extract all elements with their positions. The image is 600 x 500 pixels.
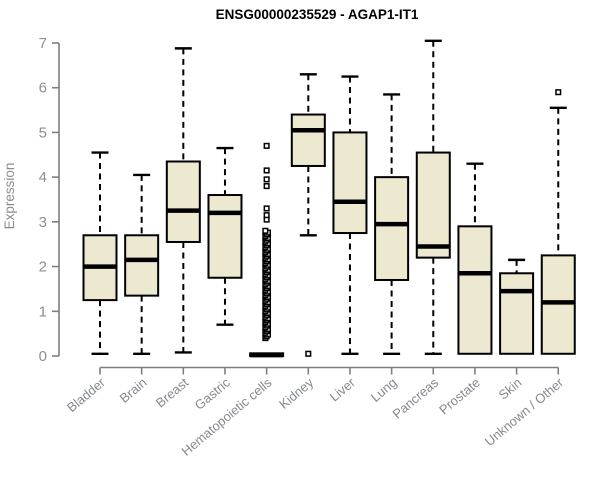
y-tick-label: 2 xyxy=(39,259,47,276)
box-breast xyxy=(165,160,201,243)
y-tick-label: 4 xyxy=(39,169,47,186)
x-tick-label: Pancreas xyxy=(389,374,441,421)
box-skin xyxy=(499,272,535,355)
outlier-point-unknown-other xyxy=(555,89,562,96)
x-tick-label: Kidney xyxy=(276,374,316,411)
y-tick-label: 6 xyxy=(39,80,47,97)
outlier-point-hematopoietic-cells xyxy=(263,167,270,174)
box-gastric xyxy=(207,194,243,279)
outlier-point-hematopoietic-cells xyxy=(263,205,270,212)
x-tick-label: Lung xyxy=(368,375,400,405)
x-tick-label: Unknown / Other xyxy=(482,374,567,449)
outlier-point-hematopoietic-cells xyxy=(263,176,270,183)
box-prostate xyxy=(457,225,493,355)
y-tick-label: 5 xyxy=(39,124,47,141)
y-tick-label: 0 xyxy=(39,348,47,365)
box-brain xyxy=(124,234,160,297)
box-liver xyxy=(332,131,368,235)
outlier-point-hematopoietic-cells xyxy=(262,227,269,234)
x-tick-label: Skin xyxy=(496,375,525,403)
outlier-point-kidney xyxy=(305,350,312,357)
box-pancreas xyxy=(415,151,451,259)
outlier-point-hematopoietic-cells xyxy=(263,183,270,190)
x-tick-label: Breast xyxy=(153,375,192,411)
box-kidney xyxy=(290,113,326,167)
x-tick-label: Liver xyxy=(327,374,359,404)
y-tick-label: 7 xyxy=(39,35,47,52)
y-tick-label: 1 xyxy=(39,303,47,320)
outlier-point-hematopoietic-cells xyxy=(263,142,270,149)
y-axis-label: Expression xyxy=(2,163,17,230)
outlier-point-hematopoietic-cells xyxy=(263,212,270,219)
y-tick-label: 3 xyxy=(39,214,47,231)
chart-title: ENSG00000235529 - AGAP1-IT1 xyxy=(216,7,419,22)
x-tick-label: Bladder xyxy=(64,374,108,415)
box-lung xyxy=(374,176,410,281)
x-tick-label: Brain xyxy=(117,375,150,406)
x-tick-label: Prostate xyxy=(436,375,483,418)
